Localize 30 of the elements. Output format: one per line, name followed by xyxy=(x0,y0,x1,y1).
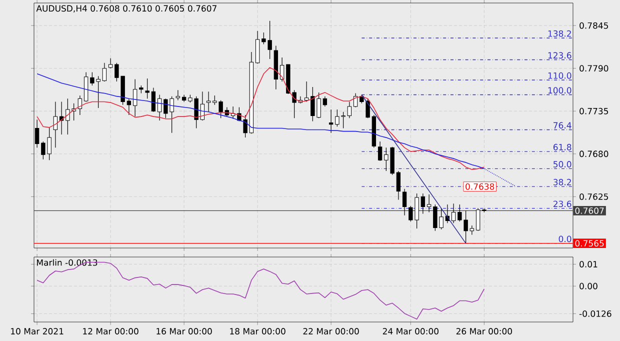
chart-title: AUDUSD,H4 0.7608 0.7610 0.7605 0.7607 xyxy=(36,5,216,12)
x-tick-label: 10 Mar 2021 xyxy=(11,328,64,334)
x-tick-label: 18 Mar 00:00 xyxy=(230,328,286,334)
annotation: 100.0 xyxy=(548,87,572,94)
chart-title: Marlin -0.0013 xyxy=(37,259,98,266)
annotation: 0.7638 xyxy=(466,183,494,190)
y-tick-label: 0.7790 xyxy=(580,65,608,72)
annotation: 50.0 xyxy=(554,161,572,168)
y-tick-label: 0.01 xyxy=(580,261,598,268)
x-tick-label: 24 Mar 00:00 xyxy=(382,328,438,334)
y-tick-label: 0.7845 xyxy=(580,22,608,29)
annotation: 76.4 xyxy=(554,122,572,129)
ref-line-label: 0.7607 xyxy=(575,207,604,214)
y-tick-label: 0.7680 xyxy=(580,150,608,158)
annotation: 110.0 xyxy=(548,72,572,79)
x-tick-label: 12 Mar 00:00 xyxy=(83,328,138,334)
y-tick-label: 0.7625 xyxy=(580,193,608,200)
y-tick-label: 0.00 xyxy=(580,282,598,290)
annotation: 38.2 xyxy=(554,178,571,186)
annotation: 123.6 xyxy=(548,52,572,59)
x-tick-label: 22 Mar 00:00 xyxy=(303,328,359,334)
y-tick-label: -0.0126 xyxy=(579,310,612,317)
annotation: 0.0 xyxy=(558,236,572,242)
x-tick-label: 26 Mar 00:00 xyxy=(456,328,512,334)
annotation: 23.6 xyxy=(554,200,572,208)
annotation: 138.2 xyxy=(548,30,571,37)
x-tick-label: 16 Mar 00:00 xyxy=(156,328,212,334)
annotation: 61.8 xyxy=(553,144,572,150)
y-tick-label: 0.7735 xyxy=(580,108,608,114)
ref-line-label: 0.7565 xyxy=(575,240,604,247)
